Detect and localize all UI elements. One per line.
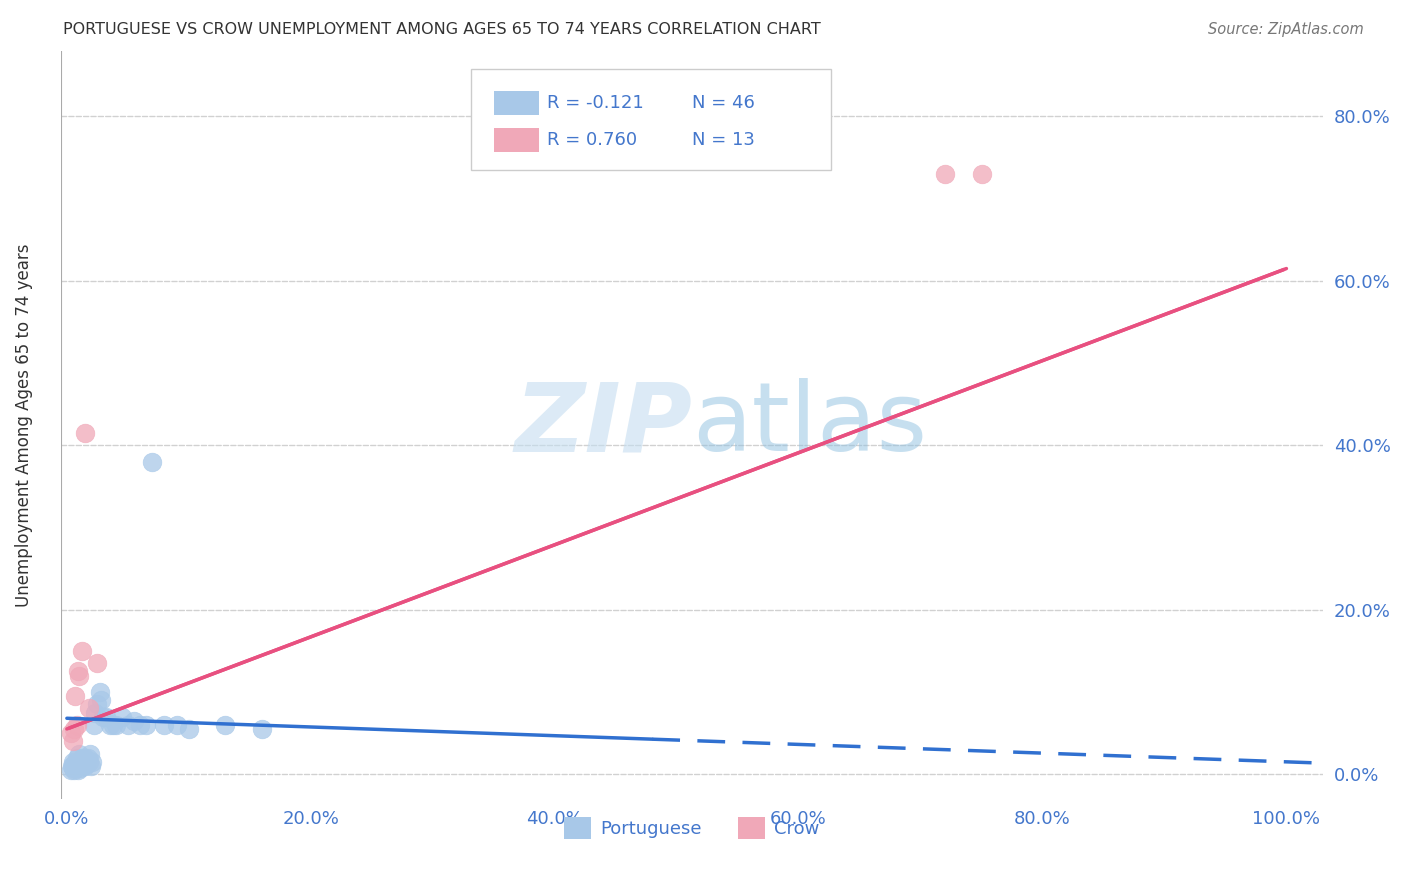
Point	[82, 755, 104, 769]
Point	[59, 763, 82, 777]
Point	[84, 706, 107, 720]
Point	[76, 750, 98, 764]
Text: R = -0.121: R = -0.121	[547, 94, 644, 112]
Point	[66, 750, 89, 764]
Point	[90, 693, 112, 707]
FancyBboxPatch shape	[494, 91, 538, 115]
Point	[77, 755, 100, 769]
Point	[59, 726, 82, 740]
Point	[153, 718, 176, 732]
Point	[79, 747, 101, 761]
Text: PORTUGUESE VS CROW UNEMPLOYMENT AMONG AGES 65 TO 74 YEARS CORRELATION CHART: PORTUGUESE VS CROW UNEMPLOYMENT AMONG AG…	[63, 22, 821, 37]
Point	[250, 722, 273, 736]
Text: N = 13: N = 13	[692, 131, 755, 150]
Text: Source: ZipAtlas.com: Source: ZipAtlas.com	[1208, 22, 1364, 37]
Point	[66, 763, 89, 777]
Text: N = 46: N = 46	[692, 94, 755, 112]
Point	[62, 734, 84, 748]
Point	[166, 718, 188, 732]
Legend: Portuguese, Crow: Portuguese, Crow	[557, 809, 827, 846]
FancyBboxPatch shape	[494, 128, 538, 153]
Point	[75, 425, 97, 440]
Point	[65, 689, 87, 703]
Point	[117, 718, 139, 732]
Point	[67, 668, 90, 682]
Point	[70, 750, 93, 764]
Point	[83, 718, 105, 732]
Point	[177, 722, 200, 736]
Point	[67, 747, 90, 761]
Point	[75, 750, 97, 764]
Point	[75, 759, 97, 773]
Point	[63, 757, 86, 772]
Text: R = 0.760: R = 0.760	[547, 131, 637, 150]
Text: ZIP: ZIP	[515, 378, 692, 471]
Point	[93, 709, 115, 723]
Point	[60, 759, 83, 773]
Point	[69, 761, 91, 775]
Point	[62, 761, 84, 775]
Y-axis label: Unemployment Among Ages 65 to 74 years: Unemployment Among Ages 65 to 74 years	[15, 243, 32, 607]
Point	[66, 759, 89, 773]
Point	[98, 718, 121, 732]
Point	[103, 718, 125, 732]
Point	[66, 665, 89, 679]
Point	[129, 718, 152, 732]
Point	[89, 685, 111, 699]
Point	[80, 759, 103, 773]
Point	[62, 755, 84, 769]
Point	[63, 722, 86, 736]
Point	[141, 455, 163, 469]
Text: atlas: atlas	[692, 378, 927, 471]
Point	[66, 718, 89, 732]
Point	[75, 757, 97, 772]
Point	[67, 755, 90, 769]
Point	[63, 763, 86, 777]
Point	[970, 167, 993, 181]
Point	[122, 714, 145, 728]
Point	[104, 718, 127, 732]
Point	[111, 709, 134, 723]
Point	[73, 755, 96, 769]
Point	[77, 701, 100, 715]
Point	[86, 698, 108, 712]
Point	[72, 759, 94, 773]
Point	[214, 718, 236, 732]
Point	[65, 761, 87, 775]
Point	[86, 656, 108, 670]
Point	[70, 644, 93, 658]
Point	[70, 757, 93, 772]
Point	[934, 167, 956, 181]
FancyBboxPatch shape	[471, 70, 831, 170]
Point	[135, 718, 157, 732]
Point	[94, 709, 117, 723]
